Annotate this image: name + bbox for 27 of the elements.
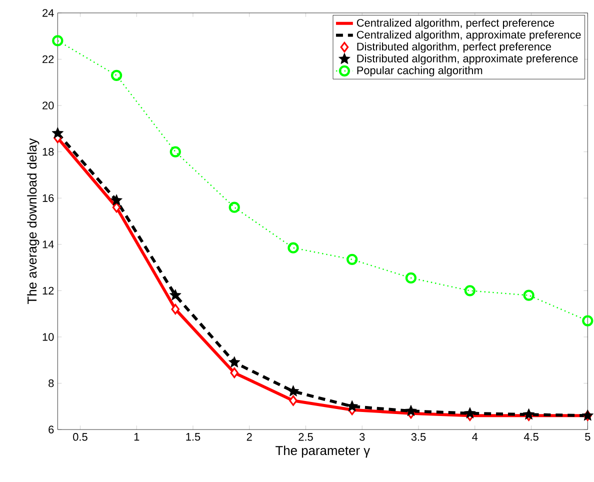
y-tick-label: 10	[42, 332, 54, 341]
y-tick-label: 12	[42, 286, 54, 294]
x-tick-label: 4.5	[524, 432, 538, 441]
x-axis-title: The parameter γ	[276, 445, 370, 458]
x-tick-label: 2.5	[298, 432, 313, 441]
y-tick-label: 18	[42, 148, 54, 156]
y-tick-label: 22	[42, 55, 54, 63]
y-tick-label: 24	[42, 8, 54, 17]
x-tick-label: 2	[246, 432, 252, 441]
x-tick-label: 1.5	[186, 432, 200, 441]
y-tick-label: 20	[42, 102, 54, 110]
legend-label: Centralized algorithm, perfect preference	[356, 18, 554, 29]
x-tick-label: 0.5	[73, 432, 88, 441]
x-tick-label: 3	[360, 432, 365, 441]
y-axis-title: The average download delay	[27, 138, 40, 304]
legend-label: Distributed algorithm, approximate preference	[357, 54, 578, 64]
y-tick-label: 8	[48, 379, 54, 388]
x-tick-label: 3.5	[411, 432, 426, 441]
legend-label: Distributed algorithm, perfect preference	[357, 42, 552, 53]
x-tick-label: 1	[134, 432, 140, 440]
legend-label: Popular caching algorithm	[357, 66, 482, 76]
y-tick-label: 6	[48, 426, 54, 434]
y-tick-label: 16	[42, 194, 54, 202]
y-tick-label: 14	[42, 240, 54, 248]
x-tick-label: 5	[585, 432, 590, 441]
x-tick-label: 4	[472, 432, 478, 440]
legend-label: Centralized algorithm, approximate preference	[356, 30, 581, 41]
